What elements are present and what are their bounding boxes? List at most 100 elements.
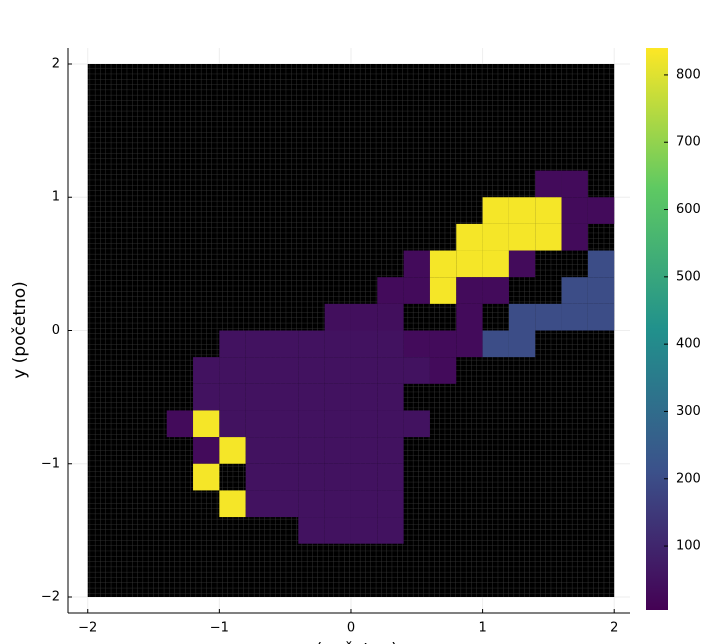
heatmap-cell — [587, 303, 615, 331]
heatmap-cell — [377, 517, 404, 544]
heatmap-cell — [272, 357, 299, 384]
y-tick-label: 2 — [52, 56, 60, 71]
heatmap-cell — [245, 330, 273, 358]
heatmap-cell — [298, 490, 325, 518]
heatmap-cell — [324, 490, 351, 518]
heatmap-cell — [272, 463, 299, 491]
heatmap-cell — [219, 357, 246, 384]
heatmap-cell — [561, 170, 588, 198]
heatmap-cell — [245, 410, 273, 438]
heatmap-cell — [429, 330, 457, 358]
heatmap-cell — [377, 277, 404, 304]
colorbar — [646, 48, 668, 610]
x-tick-label: 0 — [347, 621, 355, 636]
colorbar-tick-label: 500 — [676, 269, 701, 284]
heatmap-cell — [482, 277, 509, 304]
heatmap-cell — [324, 463, 351, 491]
x-tick-label: −1 — [210, 621, 229, 636]
heatmap-cell — [298, 357, 325, 384]
heatmap-cell — [298, 437, 325, 464]
heatmap-cell — [508, 197, 536, 224]
heatmap-cell — [298, 330, 325, 358]
heatmap-cell — [245, 437, 273, 464]
heatmap-cell — [298, 410, 325, 438]
heatmap-cell — [377, 303, 404, 331]
heatmap-cell — [298, 383, 325, 411]
heatmap-cell — [482, 330, 509, 358]
y-tick-label: 1 — [52, 190, 60, 205]
heatmap-cell — [272, 437, 299, 464]
heatmap-cell — [245, 490, 273, 518]
heatmap-cell — [324, 330, 351, 358]
heatmap-cell — [456, 223, 483, 251]
heatmap-cell — [350, 437, 378, 464]
x-axis-label: x (početno) — [300, 640, 398, 644]
heatmap-cell — [219, 410, 246, 438]
heatmap-cell — [508, 303, 536, 331]
colorbar-tick-label: 200 — [676, 471, 701, 486]
x-tick-label: −2 — [78, 621, 97, 636]
heatmap-cell — [508, 223, 536, 251]
heatmap-cell — [429, 250, 457, 278]
heatmap-cell — [377, 463, 404, 491]
heatmap-cell — [245, 383, 273, 411]
heatmap-cell — [324, 357, 351, 384]
heatmap-cell — [350, 383, 378, 411]
x-tick-label: 2 — [610, 621, 618, 636]
heatmap-cell — [166, 410, 194, 438]
heatmap-cell — [535, 223, 562, 251]
heatmap-cell — [508, 250, 536, 278]
heatmap-cell — [456, 250, 483, 278]
heatmap-cell — [377, 330, 404, 358]
heatmap-cell — [561, 277, 588, 304]
heatmap-cell — [350, 517, 378, 544]
heatmap-cell — [272, 490, 299, 518]
heatmap-cell — [350, 357, 378, 384]
heatmap-cell — [324, 303, 351, 331]
heatmap-cell — [324, 437, 351, 464]
heatmap-cell — [587, 250, 615, 278]
colorbar-tick-label: 100 — [676, 539, 701, 554]
heatmap-cell — [219, 490, 246, 518]
heatmap-cell — [298, 517, 325, 544]
heatmap-cell — [272, 410, 299, 438]
heatmap-cell — [403, 277, 430, 304]
heatmap-cell — [324, 517, 351, 544]
heatmap-cell — [403, 357, 430, 384]
colorbar-tick-label: 700 — [676, 135, 701, 150]
heatmap-cell — [535, 303, 562, 331]
heatmap-cell — [403, 410, 430, 438]
heatmap-cell — [403, 250, 430, 278]
heatmap-cell — [456, 277, 483, 304]
y-tick-label: 0 — [52, 323, 60, 338]
y-axis-label: y (početno) — [10, 281, 30, 379]
colorbar-tick-label: 800 — [676, 67, 701, 82]
heatmap-cell — [272, 383, 299, 411]
heatmap-cell — [245, 357, 273, 384]
heatmap-cell — [219, 383, 246, 411]
heatmap-cell — [324, 383, 351, 411]
heatmap-cell — [193, 463, 220, 491]
heatmap-cell — [245, 463, 273, 491]
heatmap-cell — [350, 463, 378, 491]
heatmap-cell — [350, 410, 378, 438]
heatmap-cell — [377, 410, 404, 438]
heatmap-cell — [272, 330, 299, 358]
heatmap-cell — [587, 277, 615, 304]
colorbar-tick-label: 600 — [676, 202, 701, 217]
heatmap-cell — [377, 383, 404, 411]
colorbar-tick-label: 400 — [676, 337, 701, 352]
heatmap-cell — [535, 197, 562, 224]
heatmap-cell — [193, 410, 220, 438]
heatmap-cell — [377, 357, 404, 384]
x-tick-label: 1 — [478, 621, 486, 636]
heatmap-cell — [561, 197, 588, 224]
heatmap-cell — [482, 250, 509, 278]
heatmap-cell — [193, 357, 220, 384]
heatmap-cell — [508, 330, 536, 358]
heatmap-cell — [193, 383, 220, 411]
heatmap-cell — [429, 277, 457, 304]
heatmap-cell — [350, 303, 378, 331]
heatmap-cell — [482, 197, 509, 224]
